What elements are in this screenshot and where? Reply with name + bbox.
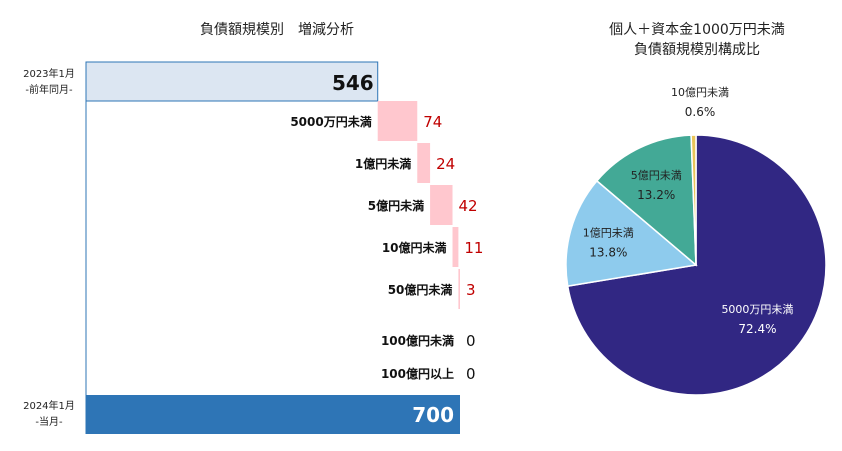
step-category-label: 100億円以上 (381, 366, 454, 381)
start-label-line1: 2023年1月 (23, 67, 75, 80)
pie-title-line2: 負債額規模別構成比 (634, 42, 760, 58)
pie-slices (565, 134, 827, 396)
waterfall-title: 負債額規模別 増減分析 (200, 21, 354, 38)
step-category-label: 50億円未満 (388, 282, 453, 297)
pie-slice (565, 179, 698, 288)
pie-slice-percent: 13.8% (589, 246, 627, 260)
end-bar (86, 395, 460, 434)
step-value-label: 24 (436, 155, 455, 173)
step-category-label: 5000万円未満 (290, 114, 371, 129)
step-value-label: 42 (459, 197, 478, 215)
pie-slice-percent: 0.6% (685, 105, 716, 119)
pie-slice-label: 10億円未満 (671, 86, 729, 99)
pie-title-line1: 個人＋資本金1000万円未満 (609, 22, 785, 38)
waterfall-chart: 負債額規模別 増減分析 2023年1月 -前年同月- 2024年1月 -当月- … (23, 21, 483, 434)
step-value-label: 0 (466, 332, 476, 350)
end-label-line2: -当月- (35, 415, 63, 428)
start-value-label: 546 (332, 71, 374, 95)
step-bar (377, 101, 418, 141)
pie-slice-label: 1億円未満 (583, 227, 634, 240)
start-label-line2: -前年同月- (25, 83, 73, 96)
pie-slice-label: 5億円未満 (631, 169, 682, 182)
end-label-line1: 2024年1月 (23, 399, 75, 412)
step-bar (430, 185, 453, 225)
pie-slice-percent: 13.2% (637, 188, 675, 202)
step-value-label: 11 (464, 239, 483, 257)
pie-labels: 5000万円未満 72.4% 1億円未満 13.8% 5億円未満 13.2% 10億円未満 0… (583, 86, 794, 336)
pie-slice (690, 134, 697, 266)
step-bar (452, 227, 459, 267)
step-bar (458, 269, 460, 309)
start-bar (85, 61, 379, 102)
waterfall-bars: 546 5000万円未満 74 1億円未満 24 5億円未満 42 10億円未満 11 50億円未… (85, 61, 483, 434)
step-value-label: 74 (423, 113, 442, 131)
step-category-label: 1億円未満 (355, 156, 411, 171)
pie-chart: 個人＋資本金1000万円未満 負債額規模別構成比 5000万円未満 72.4% 1億… (565, 22, 827, 396)
pie-slice-percent: 72.4% (738, 322, 776, 336)
step-category-label: 100億円未満 (381, 333, 454, 348)
pie-slice-label: 5000万円未満 (721, 303, 793, 316)
step-category-label: 10億円未満 (382, 240, 447, 255)
step-category-label: 5億円未満 (368, 198, 424, 213)
step-value-label: 3 (466, 281, 476, 299)
end-value-label: 700 (412, 403, 454, 427)
step-bar (417, 143, 431, 183)
pie-slice (595, 134, 697, 267)
step-value-label: 0 (466, 365, 476, 383)
